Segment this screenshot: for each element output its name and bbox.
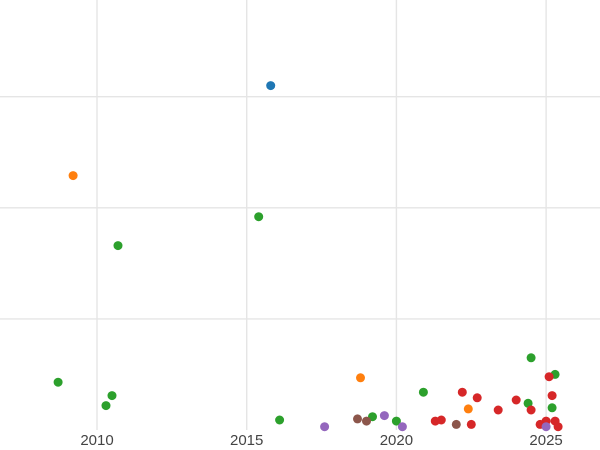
scatter-point-brown xyxy=(353,414,362,424)
scatter-point-green xyxy=(101,401,111,411)
x-tick-label: 2025 xyxy=(529,432,562,449)
scatter-point-green xyxy=(391,416,401,426)
scatter-point-orange xyxy=(68,171,78,181)
scatter-point-brown xyxy=(362,416,371,426)
scatter-point-red xyxy=(553,422,563,432)
scatter-point-red xyxy=(511,395,521,405)
scatter-point-purple xyxy=(397,422,407,432)
scatter-point-green xyxy=(254,212,264,222)
x-tick-label: 2020 xyxy=(380,432,413,449)
scatter-point-green xyxy=(547,403,557,413)
scatter-point-green xyxy=(523,398,533,408)
scatter-point-red xyxy=(466,419,476,429)
scatter-point-purple xyxy=(379,411,389,421)
scatter-point-purple xyxy=(320,422,330,432)
scatter-point-blue xyxy=(266,81,276,91)
scatter-point-red xyxy=(547,391,557,401)
x-axis-labels: 2010 2015 2020 2025 xyxy=(80,432,562,449)
scatter-point-red xyxy=(544,372,554,382)
scatter-point-green xyxy=(107,391,117,401)
scatter-point-green xyxy=(418,387,428,397)
scatter-point-red xyxy=(457,387,467,397)
scatter-point-purple xyxy=(541,422,551,432)
scatter-point-orange xyxy=(356,373,365,383)
x-tick-label: 2010 xyxy=(80,432,113,449)
scatter-point-brown xyxy=(451,419,461,429)
scatter-point-red xyxy=(472,393,482,403)
scatter-point-green xyxy=(275,415,285,425)
scatter-point-red xyxy=(436,415,446,425)
gridlines xyxy=(0,0,600,430)
scatter-point-red xyxy=(526,405,536,415)
x-tick-label: 2015 xyxy=(230,432,263,449)
scatter-point-orange xyxy=(463,404,473,414)
scatter-point-green xyxy=(113,241,123,251)
scatter-point-red xyxy=(493,405,503,415)
scatter-point-green xyxy=(53,377,63,387)
scatter-point-green xyxy=(526,353,536,363)
scatter-points xyxy=(53,81,563,432)
